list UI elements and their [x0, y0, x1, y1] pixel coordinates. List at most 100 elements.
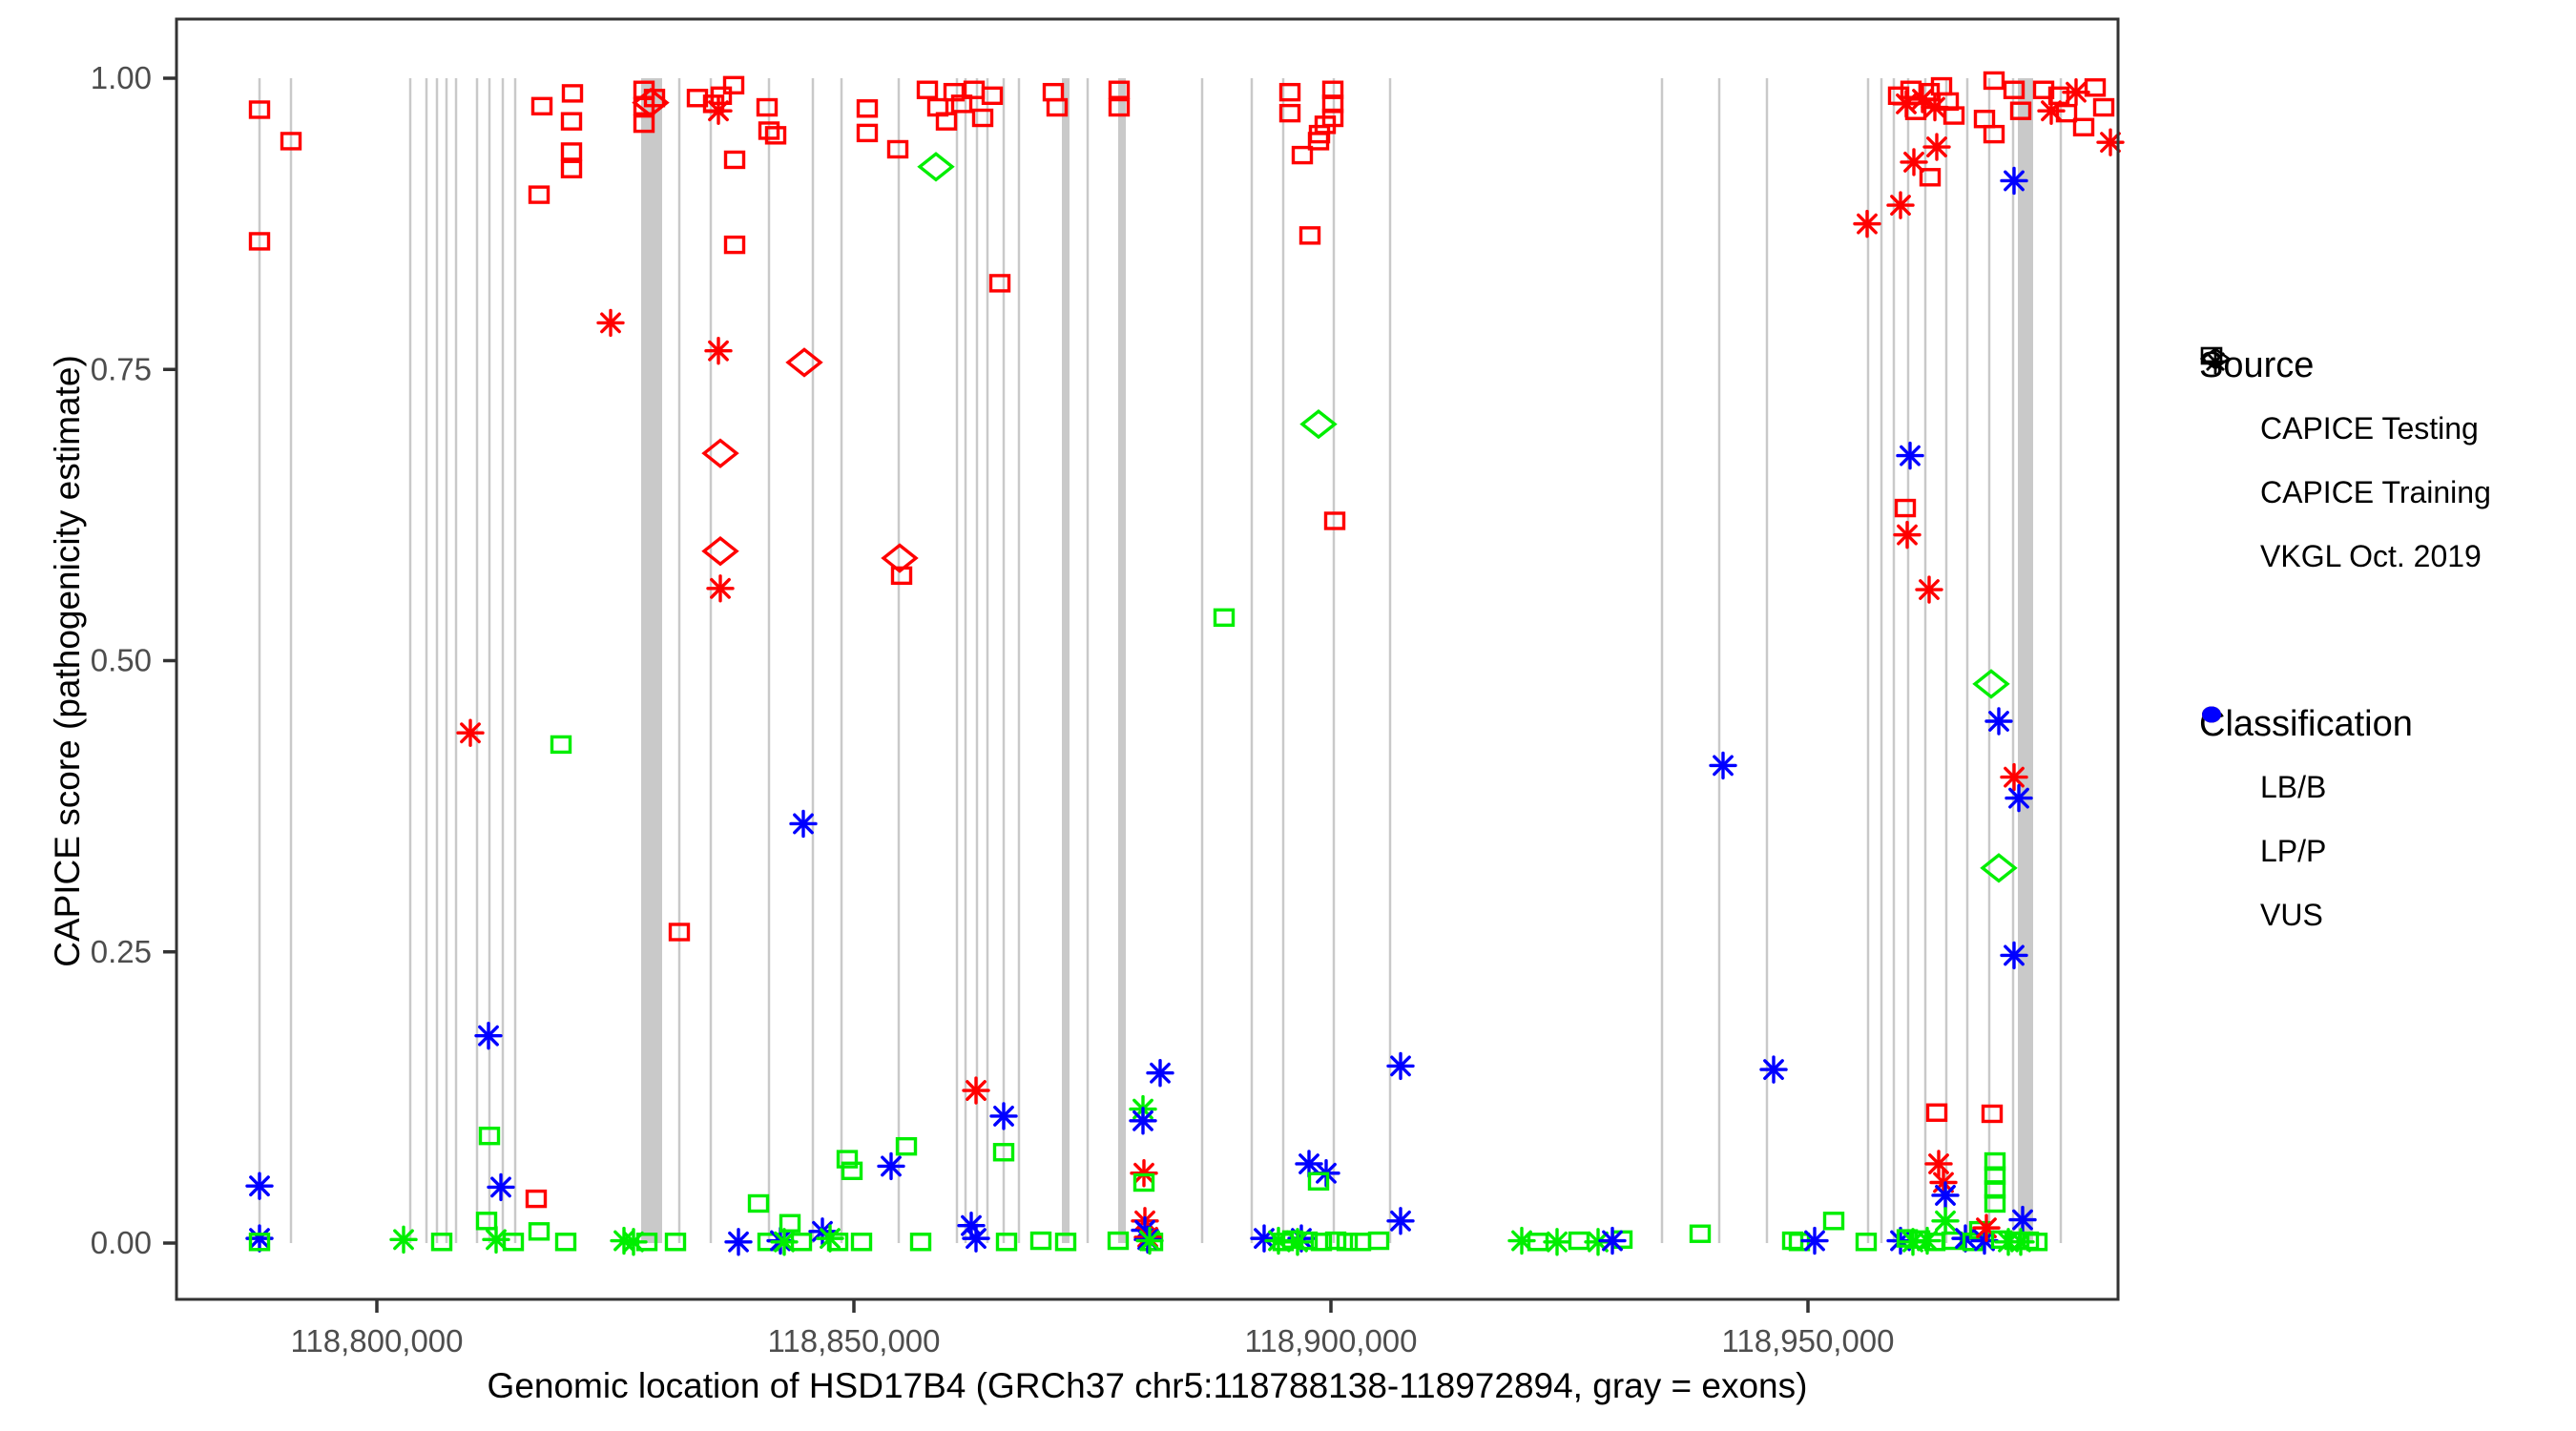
exon-bar [840, 78, 843, 1243]
data-point [430, 1233, 453, 1252]
legend-source-title: Source [2199, 345, 2315, 385]
data-point [686, 89, 709, 108]
y-axis-title: CAPICE score (pathogenicity estimate) [48, 355, 87, 967]
data-point [560, 142, 583, 161]
data-point [1896, 441, 1924, 470]
data-point [1984, 1193, 2006, 1213]
data-point [789, 809, 818, 839]
data-point [981, 86, 1004, 106]
data-point [1922, 133, 1951, 161]
exon-bar [435, 78, 439, 1243]
legend-item-capice-training: CAPICE Training [2199, 346, 2571, 510]
exon-bar [975, 78, 979, 1243]
exon-bar [1388, 78, 1392, 1243]
data-point [1904, 101, 1927, 120]
data-point [1046, 97, 1069, 117]
data-point [1942, 106, 1965, 125]
data-point [850, 1233, 873, 1252]
data-point [550, 735, 572, 755]
data-point [916, 80, 939, 99]
data-point [724, 1228, 753, 1256]
x-axis-title: Genomic location of HSD17B4 (GRCh37 chr5… [487, 1366, 1808, 1405]
y-tick-label: 0.25 [91, 934, 152, 969]
data-point [962, 1224, 990, 1253]
data-point [1543, 1228, 1571, 1256]
exon-bar [1062, 78, 1070, 1243]
legend-item-label: VUS [2260, 898, 2323, 932]
exon-bar [964, 78, 967, 1243]
data-point [1983, 71, 2005, 91]
legend-item-label: CAPICE Testing [2260, 411, 2479, 446]
data-point [886, 139, 909, 159]
exon-bar [1965, 78, 1969, 1243]
exon-bar [1923, 78, 1927, 1243]
exon-bar [1332, 78, 1336, 1243]
legend-item-lpp: LP/P [2199, 706, 2571, 869]
data-point [1278, 82, 1301, 102]
data-point [1278, 103, 1301, 123]
data-point [2072, 117, 2095, 136]
data-point [710, 86, 733, 106]
data-point [2084, 78, 2107, 97]
data-point [1931, 1181, 1960, 1210]
data-point [988, 274, 1011, 293]
data-point [1983, 124, 2005, 144]
data-point [1310, 1233, 1333, 1252]
data-point [2003, 80, 2025, 99]
data-point [826, 1233, 849, 1252]
data-point [502, 1233, 525, 1252]
data-point [245, 1172, 274, 1200]
exon-bar [677, 78, 681, 1243]
data-point [758, 121, 780, 140]
exon-bar [709, 78, 713, 1243]
exon-bar [811, 78, 815, 1243]
data-point [2005, 783, 2033, 813]
exon-bar [1866, 78, 1870, 1243]
data-point [989, 1102, 1018, 1130]
data-point [280, 132, 302, 151]
data-point [701, 536, 739, 567]
data-point [248, 1233, 271, 1252]
data-point [2000, 762, 2028, 792]
exon-bar [513, 78, 517, 1243]
data-point [389, 1225, 418, 1255]
data-point [2000, 166, 2028, 196]
exon-bar [2018, 78, 2033, 1243]
exon-bar [445, 78, 448, 1243]
data-point [1931, 1207, 1960, 1235]
exon-bar [408, 78, 412, 1243]
data-point [1323, 511, 1346, 530]
data-point [635, 1233, 658, 1252]
exon-bar [986, 78, 989, 1243]
exon-bar [425, 78, 428, 1243]
data-point [2009, 101, 2032, 120]
data-point [704, 337, 733, 365]
data-point [1855, 1233, 1878, 1252]
data-point [992, 1143, 1015, 1162]
data-point [1336, 1233, 1359, 1252]
data-point [723, 235, 746, 255]
data-point [962, 1076, 990, 1105]
data-point [909, 1233, 932, 1252]
data-point [971, 108, 994, 128]
data-point [701, 438, 739, 468]
data-point [1981, 1104, 2004, 1124]
data-point [836, 1150, 859, 1169]
data-point [596, 308, 625, 338]
legend-item-lbb: LB/B [2199, 706, 2571, 805]
data-point [1135, 1226, 1164, 1255]
data-point [1307, 1172, 1330, 1191]
data-point [1925, 1103, 1948, 1122]
data-point [560, 159, 583, 178]
exon-bar [641, 78, 662, 1243]
data-point [1130, 1159, 1158, 1188]
data-point [1853, 209, 1881, 238]
exon-bar [1765, 78, 1769, 1243]
data-point [1324, 1231, 1347, 1251]
data-point [723, 150, 746, 170]
legend-item-label: LP/P [2260, 834, 2327, 868]
data-point [747, 1193, 770, 1213]
data-point [1054, 1233, 1077, 1252]
data-point [1900, 148, 1928, 176]
